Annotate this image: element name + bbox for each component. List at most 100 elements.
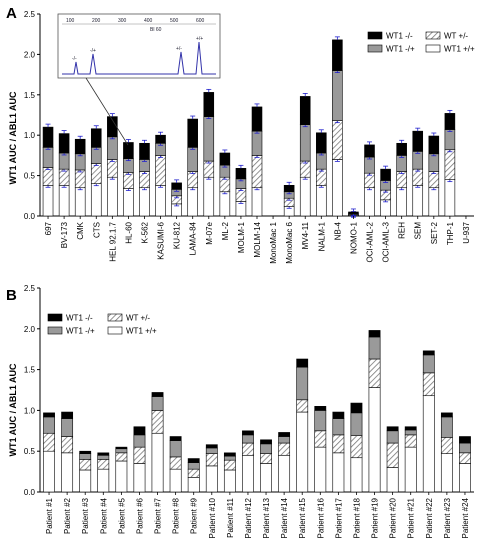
bar-stack <box>151 392 164 493</box>
legend-swatch <box>425 31 441 40</box>
x-tick-label: Patient #19 <box>371 497 380 538</box>
bar-segment <box>422 395 435 493</box>
legend-label: WT1 +/+ <box>126 327 157 336</box>
legend-swatch <box>107 313 123 322</box>
bar-segment <box>296 411 309 493</box>
bar-segment <box>316 184 327 217</box>
inset-pointer-line <box>85 77 129 146</box>
inset-peak-pos-neg: +/- <box>176 46 182 52</box>
x-tick-label: SET-2 <box>430 221 439 244</box>
bar-stack <box>187 115 198 217</box>
panel-a-legend: WT1 -/- WT +/- WT1 -/+ WT1 +/+ <box>367 31 475 54</box>
bar-segment <box>368 330 381 338</box>
bar-segment <box>223 452 236 457</box>
bar-stack <box>386 426 399 493</box>
bar-segment <box>444 179 456 217</box>
legend-label: WT1 -/+ <box>386 45 415 54</box>
x-tick-label: Patient #8 <box>172 497 181 534</box>
bar-segment <box>396 142 407 156</box>
bar-segment <box>42 167 54 186</box>
bar-stack <box>155 131 166 217</box>
bar-segment <box>404 446 417 493</box>
bar-segment <box>169 440 182 458</box>
bar-segment <box>203 116 215 162</box>
bar-segment <box>299 96 311 125</box>
bar-segment <box>151 432 164 493</box>
bar-segment <box>396 187 407 217</box>
bar-segment <box>203 160 215 178</box>
bar-stack <box>133 426 146 493</box>
bar-segment <box>74 187 86 217</box>
bar-segment <box>251 155 263 189</box>
bar-stack <box>283 181 295 217</box>
bar-segment <box>242 434 254 444</box>
panel-b: B WT1 AUC / ABL1 AUC 0.0 0.5 1.0 1.5 2.0 2.5 P… <box>6 284 474 538</box>
bar-stack <box>242 430 254 493</box>
bar-segment <box>187 462 200 470</box>
bar-segment <box>74 138 86 155</box>
bar-segment <box>260 463 272 493</box>
x-tick-label: MOLM-14 <box>253 221 262 257</box>
bar-stack <box>169 436 182 493</box>
x-tick-label: OCI-AML-2 <box>366 221 375 262</box>
bar-segment <box>205 447 218 454</box>
bar-segment <box>219 191 231 217</box>
x-tick-label: KASUMI-6 <box>157 221 166 259</box>
bar-segment <box>332 411 345 419</box>
x-tick-label: MonoMac 1 <box>269 221 278 263</box>
bar-stack <box>348 208 359 218</box>
x-tick-label: HEL 92.1.7 <box>108 221 117 261</box>
bar-segment <box>422 372 435 397</box>
bar-stack <box>459 436 471 493</box>
bar-segment <box>123 172 134 189</box>
bar-stack <box>260 439 272 493</box>
bar-stack <box>422 350 435 493</box>
bar-segment <box>79 453 92 460</box>
bar-segment <box>251 106 263 132</box>
inset-scale-2: 200 <box>92 18 101 24</box>
bar-segment <box>151 410 164 434</box>
x-tick-label: Patient #20 <box>389 497 398 538</box>
y-tick-label: 1.5 <box>24 91 36 100</box>
bar-stack <box>440 412 453 493</box>
legend-swatch <box>107 326 123 335</box>
inset-scale-1: 100 <box>66 18 75 24</box>
bar-segment <box>350 457 363 493</box>
x-tick-label: Patient #24 <box>461 497 470 538</box>
x-tick-label: Patient #9 <box>190 497 199 534</box>
bar-stack <box>332 36 343 217</box>
bar-stack <box>444 109 456 217</box>
bar-segment <box>107 159 118 178</box>
bar-stack <box>350 402 363 493</box>
bar-stack <box>74 135 86 217</box>
bar-segment <box>364 187 375 217</box>
bar-segment <box>422 350 435 356</box>
legend-swatch <box>47 313 63 322</box>
bar-segment <box>404 426 417 431</box>
legend-label: WT +/- <box>126 314 150 323</box>
panel-b-legend: WT1 -/- WT +/- WT1 -/+ WT1 +/+ <box>47 313 157 336</box>
bar-segment <box>428 171 440 189</box>
bar-segment <box>412 151 424 170</box>
x-tick-label: Patient #13 <box>262 497 271 538</box>
bar-stack <box>205 444 218 493</box>
bar-segment <box>412 130 424 152</box>
bar-segment <box>107 176 118 217</box>
bar-segment <box>97 452 110 456</box>
bar-segment <box>43 412 55 418</box>
x-tick-label: Patient #21 <box>407 497 416 538</box>
y-tick-label: 2.0 <box>24 50 36 59</box>
x-tick-label: Patient #2 <box>63 497 72 534</box>
bar-segment <box>155 134 166 144</box>
bar-segment <box>115 446 128 450</box>
bar-segment <box>74 169 86 189</box>
bar-stack <box>219 149 231 217</box>
bar-segment <box>332 159 343 217</box>
x-tick-label: KU-812 <box>173 221 182 249</box>
x-tick-label: Patient #15 <box>298 497 307 538</box>
x-tick-label: CMK <box>76 221 85 239</box>
bar-segment <box>171 182 182 190</box>
bar-segment <box>139 142 150 160</box>
x-tick-label: BV-173 <box>60 221 69 248</box>
bar-segment <box>444 149 456 180</box>
